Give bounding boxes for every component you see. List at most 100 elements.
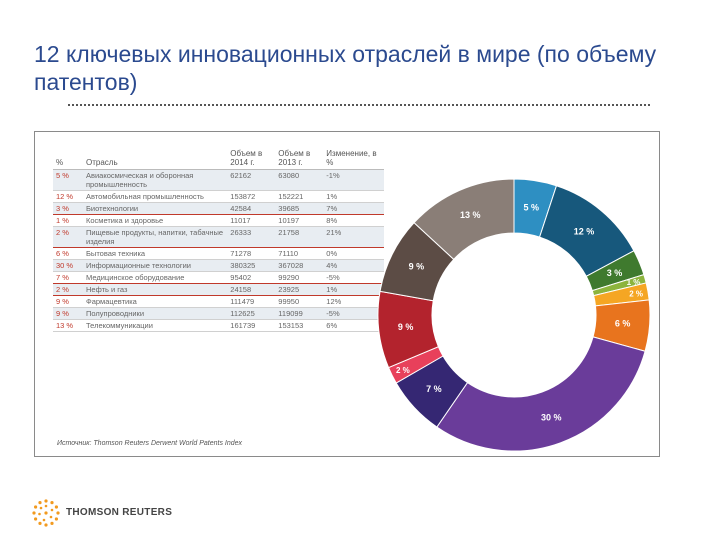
header-industry: Отрасль [83,141,228,170]
donut-slice-6 [436,336,646,452]
donut-slice-11 [413,178,515,261]
slice-label-8: 2 % [396,366,410,375]
cell-2013: 153153 [275,319,324,332]
cell-change: 7% [323,202,384,215]
cell-pct: 12 % [53,190,83,203]
cell-2013: 10197 [275,214,324,227]
cell-2013: 63080 [275,169,324,191]
cell-industry: Косметика и здоровье [83,214,228,227]
cell-2014: 111479 [227,295,276,308]
cell-change: 4% [323,259,384,272]
thomson-reuters-logo-icon [32,499,60,527]
table-row: 13 % Телекоммуникации 161739 153153 6% [53,319,384,332]
header-pct: % [53,141,83,170]
slice-label-11: 13 % [460,210,481,220]
cell-2013: 21758 [275,226,324,248]
donut-chart: 5 % 12 % 3 % 1 % 2 % 6 % 30 % 7 % 2 % 9 % 9 % 13 % [377,178,651,452]
title-divider [68,104,650,106]
cell-2014: 24158 [227,283,276,296]
cell-2014: 153872 [227,190,276,203]
cell-2014: 71278 [227,247,276,260]
cell-pct: 2 % [53,226,83,248]
cell-pct: 30 % [53,259,83,272]
slice-label-1: 12 % [574,227,595,237]
table-row: 6 % Бытовая техника 71278 71110 0% [53,247,384,260]
cell-industry: Информационные технологии [83,259,228,272]
table-row: 2 % Нефть и газ 24158 23925 1% [53,283,384,296]
cell-change: 1% [323,283,384,296]
cell-2014: 42584 [227,202,276,215]
logo-text: THOMSON REUTERS [66,507,173,518]
cell-change: 21% [323,226,384,248]
cell-2013: 99290 [275,271,324,284]
page-title: 12 ключевых инновационных отраслей в мир… [34,41,657,95]
cell-pct: 7 % [53,271,83,284]
slice-label-6: 30 % [541,412,562,422]
cell-2014: 26333 [227,226,276,248]
cell-2013: 23925 [275,283,324,296]
cell-industry: Автомобильная промышленность [83,190,228,203]
cell-pct: 9 % [53,307,83,320]
cell-2014: 95402 [227,271,276,284]
cell-2013: 71110 [275,247,324,260]
cell-pct: 6 % [53,247,83,260]
cell-industry: Фармацевтика [83,295,228,308]
slice-label-4: 2 % [629,289,643,298]
cell-2013: 99950 [275,295,324,308]
table-header-row: % Отрасль Объем в 2014 г. Объем в 2013 г… [53,141,384,170]
cell-industry: Телекоммуникации [83,319,228,332]
cell-industry: Пищевые продукты, напитки, табачные изде… [83,226,228,248]
table-row: 3 % Биотехнологии 42584 39685 7% [53,202,384,215]
cell-change: -5% [323,307,384,320]
slice-label-7: 7 % [426,384,442,394]
table-row: 9 % Полупроводники 112625 119099 -5% [53,307,384,320]
slice-label-0: 5 % [523,202,539,212]
slice-label-10: 9 % [409,262,425,272]
cell-2014: 11017 [227,214,276,227]
source-note: Источник: Thomson Reuters Derwent World … [57,440,243,447]
cell-change: 12% [323,295,384,308]
cell-industry: Медицинское оборудование [83,271,228,284]
cell-2014: 161739 [227,319,276,332]
slice-label-5: 6 % [615,319,631,329]
cell-2013: 119099 [275,307,324,320]
patent-table: % Отрасль Объем в 2014 г. Объем в 2013 г… [53,141,384,332]
header-2014: Объем в 2014 г. [227,141,276,170]
cell-change: -1% [323,169,384,191]
cell-change: 0% [323,247,384,260]
cell-change: 8% [323,214,384,227]
cell-2013: 152221 [275,190,324,203]
cell-pct: 3 % [53,202,83,215]
cell-industry: Нефть и газ [83,283,228,296]
table-row: 9 % Фармацевтика 111479 99950 12% [53,295,384,308]
cell-2013: 367028 [275,259,324,272]
cell-2013: 39685 [275,202,324,215]
cell-2014: 380325 [227,259,276,272]
slice-label-2: 3 % [607,268,623,278]
cell-pct: 9 % [53,295,83,308]
cell-pct: 2 % [53,283,83,296]
chart-panel: % Отрасль Объем в 2014 г. Объем в 2013 г… [34,131,660,457]
table-row: 2 % Пищевые продукты, напитки, табачные и… [53,226,384,248]
cell-change: 6% [323,319,384,332]
cell-2014: 62162 [227,169,276,191]
cell-pct: 13 % [53,319,83,332]
cell-industry: Авиакосмическая и оборонная промышленнос… [83,169,228,191]
table-row: 1 % Косметика и здоровье 11017 10197 8% [53,214,384,227]
slice-label-9: 9 % [398,322,414,332]
cell-industry: Полупроводники [83,307,228,320]
cell-pct: 1 % [53,214,83,227]
cell-change: 1% [323,190,384,203]
cell-change: -5% [323,271,384,284]
header-2013: Объем в 2013 г. [275,141,324,170]
cell-2014: 112625 [227,307,276,320]
header-change: Изменение, в % [323,141,384,170]
cell-industry: Биотехнологии [83,202,228,215]
slice-label-3: 1 % [627,278,641,287]
table-row: 7 % Медицинское оборудование 95402 99290 -5% [53,271,384,284]
cell-industry: Бытовая техника [83,247,228,260]
table-row: 5 % Авиакосмическая и оборонная промышлен… [53,169,384,191]
table-row: 30 % Информационные технологии 380325 36702… [53,259,384,272]
table-row: 12 % Автомобильная промышленность 153872 15… [53,190,384,203]
cell-pct: 5 % [53,169,83,191]
